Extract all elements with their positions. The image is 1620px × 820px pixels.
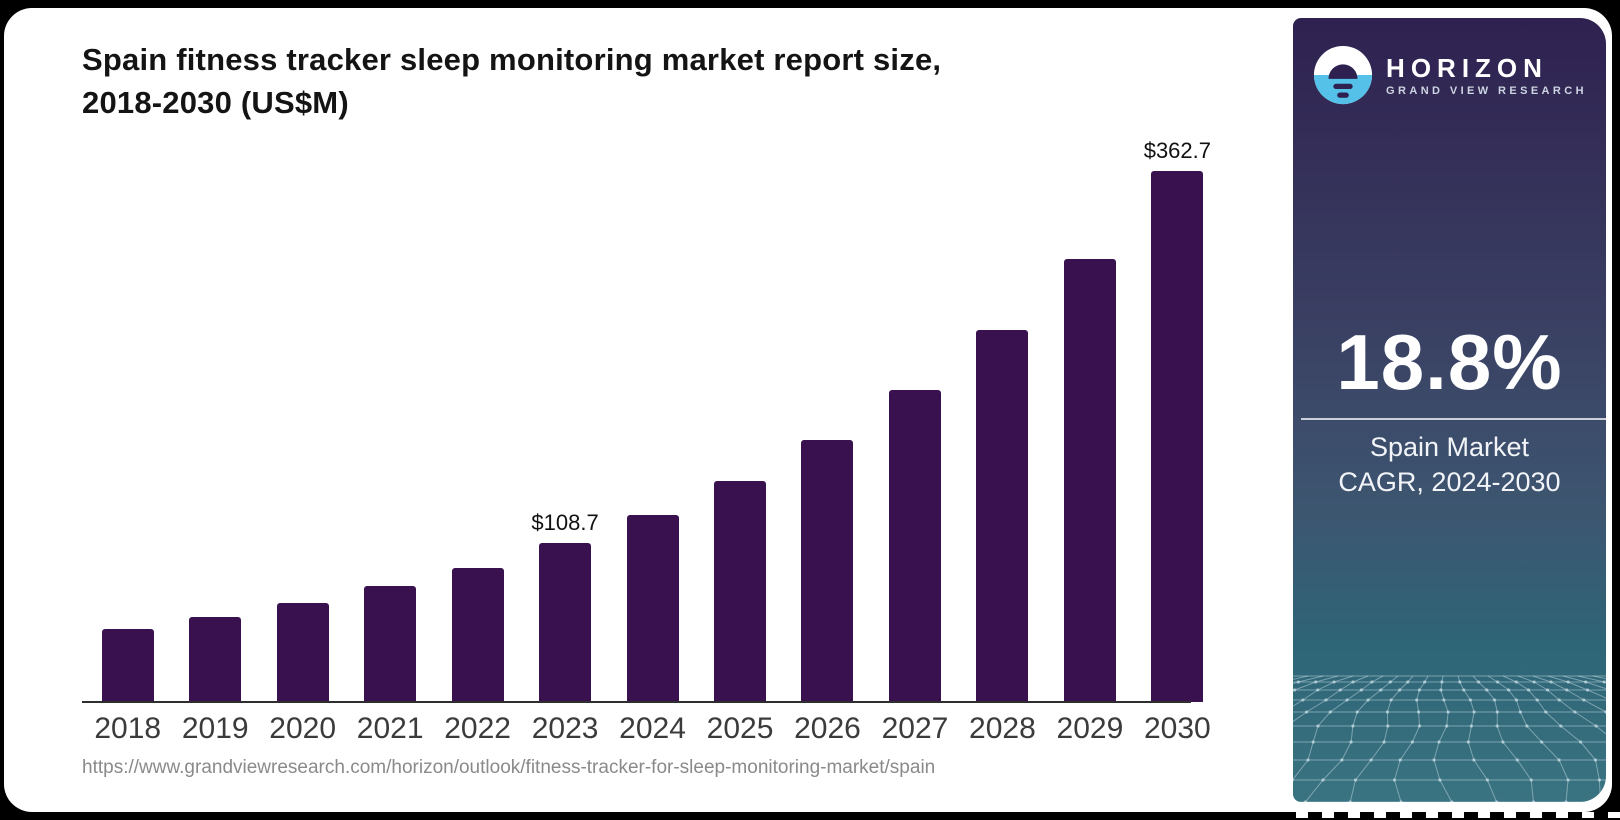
x-axis-label-2029: 2029 — [1056, 712, 1124, 745]
x-axis-label-2025: 2025 — [706, 712, 774, 745]
bar-2021 — [364, 586, 417, 702]
bar-column-2024 — [609, 515, 696, 702]
bar-column-2019 — [171, 617, 258, 702]
bar-value-label-2030: $362.7 — [1143, 138, 1211, 163]
x-axis-label-2024: 2024 — [619, 712, 686, 745]
bar-2029 — [1063, 259, 1116, 702]
chart-title-line2: 2018-2030 (US$M) — [82, 85, 349, 120]
bar-2028 — [976, 330, 1029, 702]
bar-column-2028 — [959, 330, 1046, 702]
brand-subtitle: GRAND VIEW RESEARCH — [1386, 84, 1587, 97]
stat-divider — [1301, 418, 1606, 420]
x-axis-label-2019: 2019 — [181, 712, 249, 745]
x-axis-label-2023: 2023 — [531, 712, 599, 745]
bar-2026 — [801, 440, 854, 702]
bar-2020 — [276, 603, 329, 702]
bar-column-2025 — [696, 481, 783, 702]
bar-2027 — [888, 390, 941, 702]
x-axis-label-2022: 2022 — [444, 712, 511, 745]
bar-2023 — [539, 543, 592, 702]
cagr-stat-value: 18.8% — [1336, 318, 1563, 406]
brand-text: HORIZON GRAND VIEW RESEARCH — [1386, 54, 1587, 97]
bar-2019 — [189, 617, 242, 702]
bar-column-2030: $362.7 — [1134, 138, 1221, 702]
bar-column-2018 — [84, 629, 171, 702]
bar-column-2027 — [871, 390, 958, 702]
bar-column-2022 — [434, 568, 521, 702]
brand-block: HORIZON GRAND VIEW RESEARCH — [1293, 44, 1606, 106]
bar-2030 — [1151, 171, 1204, 702]
cagr-stat-caption: Spain Market CAGR, 2024-2030 — [1293, 430, 1606, 500]
bars-row: $108.7 $362.7 — [84, 138, 1221, 702]
x-axis-label-2018: 2018 — [94, 712, 162, 745]
brand-name: HORIZON — [1386, 52, 1548, 83]
x-axis-label-2027: 2027 — [881, 712, 949, 745]
bar-column-2023: $108.7 — [521, 510, 608, 702]
chart-title: Spain fitness tracker sleep monitoring m… — [82, 38, 1242, 124]
bar-2024 — [626, 515, 679, 702]
mesh-graphic — [1293, 675, 1606, 802]
x-axis-labels: 2018 2019 2020 2021 2022 2023 2024 2025 2026 2027… — [84, 712, 1221, 746]
bar-value-label-2023: $108.7 — [531, 510, 599, 535]
sidebar-panel: HORIZON GRAND VIEW RESEARCH 18.8% Spain … — [1293, 18, 1606, 802]
sun-over-horizon-icon — [1313, 45, 1373, 105]
bar-2018 — [101, 629, 154, 702]
bar-column-2021 — [346, 586, 433, 702]
x-axis-label-2021: 2021 — [356, 712, 424, 745]
mesh-wrap — [1293, 660, 1606, 802]
x-axis-line — [82, 701, 1191, 703]
chart-card: Spain fitness tracker sleep monitoring m… — [4, 8, 1612, 812]
x-axis-label-2020: 2020 — [269, 712, 337, 745]
bar-2025 — [714, 481, 767, 702]
x-axis-label-2028: 2028 — [969, 712, 1036, 745]
x-axis-label-2030: 2030 — [1143, 712, 1211, 745]
x-axis-label-2026: 2026 — [794, 712, 861, 745]
bar-column-2026 — [784, 440, 871, 702]
source-url-link[interactable]: https://www.grandviewresearch.com/horizo… — [82, 757, 936, 778]
bar-column-2020 — [259, 603, 346, 702]
bar-2022 — [451, 568, 504, 702]
chart-title-line1: Spain fitness tracker sleep monitoring m… — [82, 42, 942, 77]
cagr-caption-line1: Spain Market — [1369, 432, 1530, 462]
bar-column-2029 — [1046, 259, 1133, 702]
bottom-dashed-strip — [1296, 812, 1620, 818]
cagr-caption-line2: CAGR, 2024-2030 — [1338, 467, 1561, 497]
